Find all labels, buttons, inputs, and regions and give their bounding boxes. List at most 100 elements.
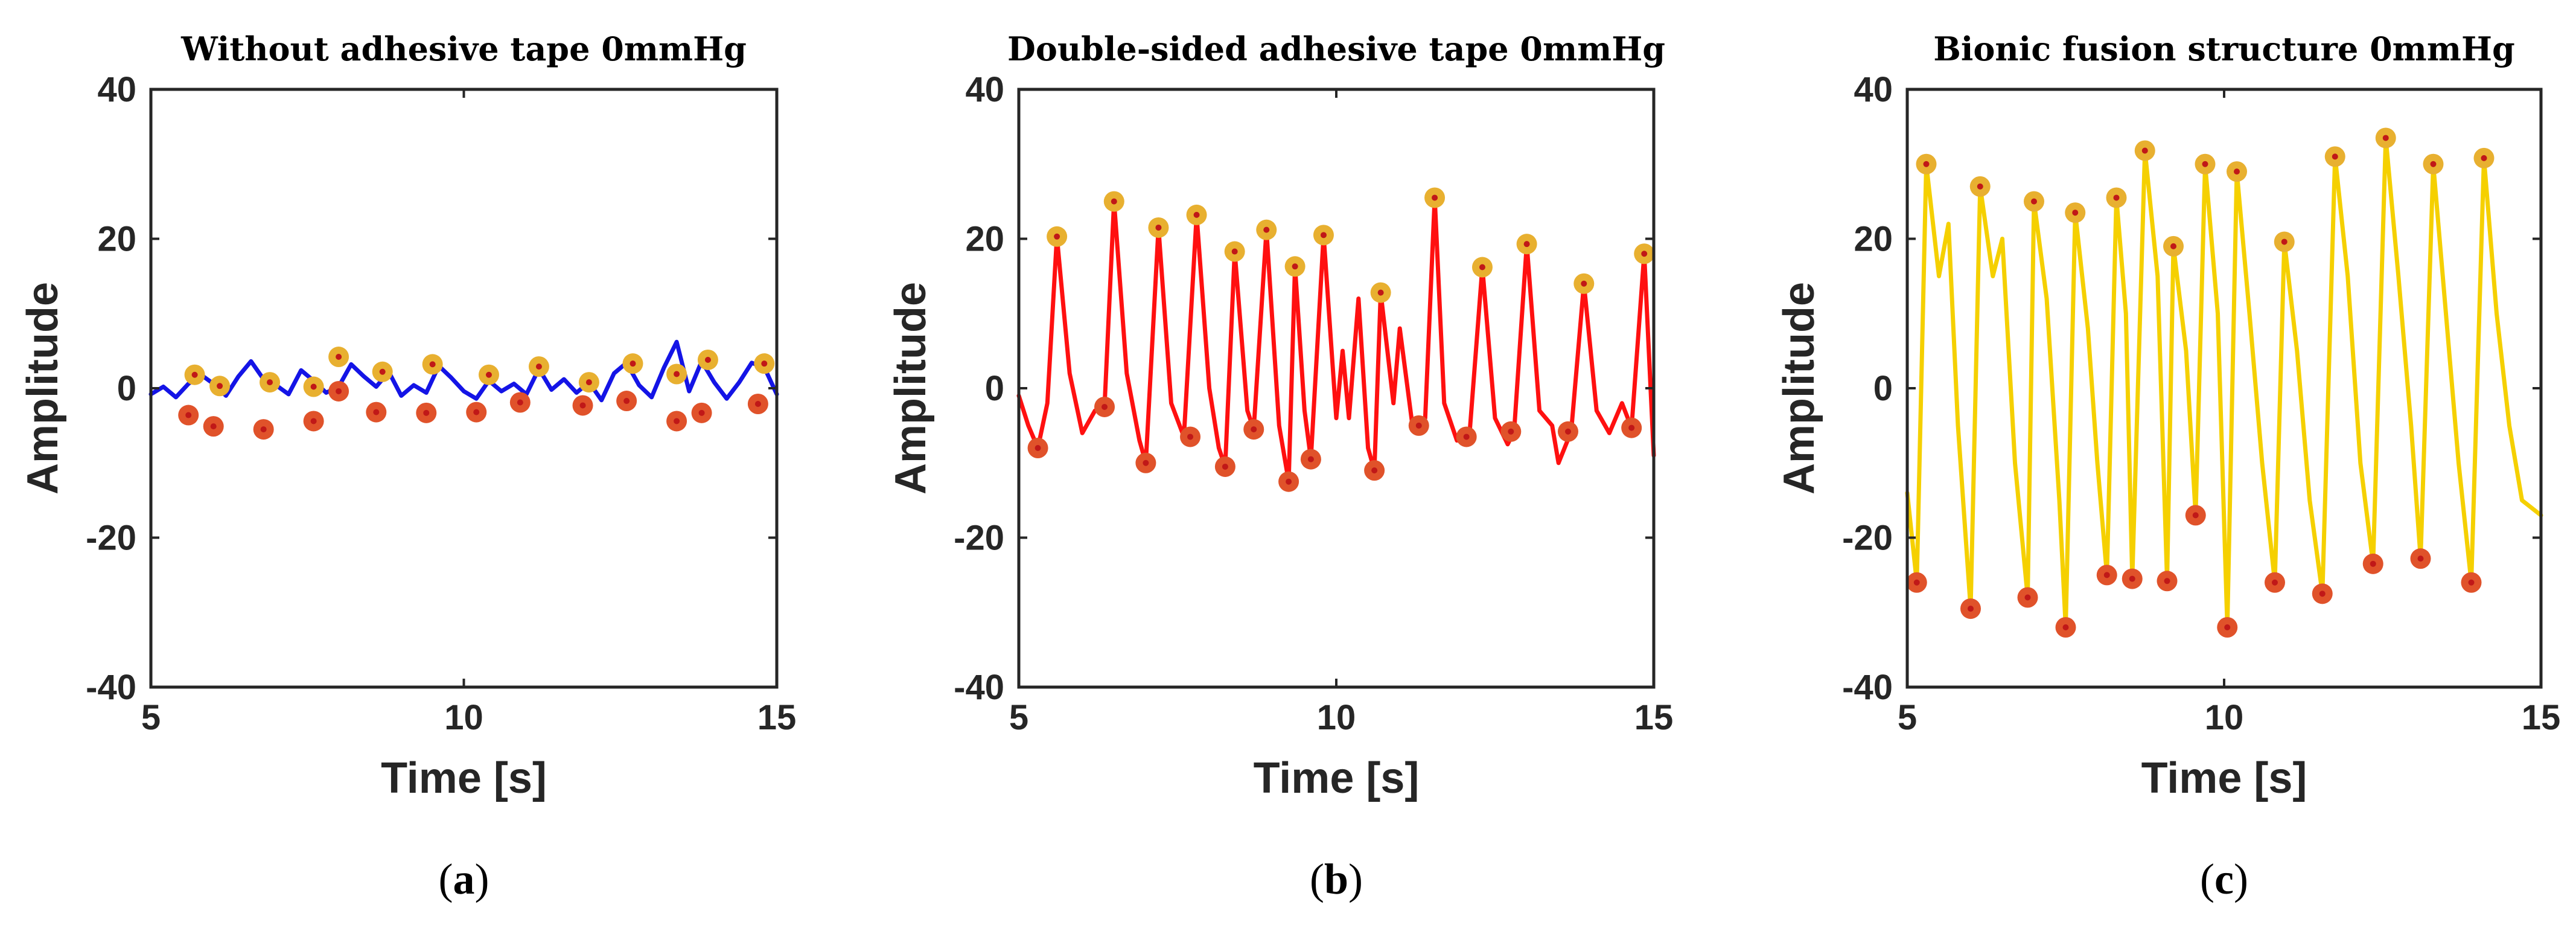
- peak-marker: [372, 361, 393, 382]
- peak-marker-dot: [1923, 161, 1930, 167]
- x-tick-label: 10: [2205, 698, 2244, 737]
- peak-marker-dot: [485, 371, 492, 378]
- caption-letter: b: [1324, 855, 1348, 903]
- peak-marker-dot: [761, 360, 768, 367]
- trough-marker-dot: [1463, 434, 1470, 440]
- caption-close-paren: ): [1348, 855, 1363, 903]
- peak-marker-dot: [2430, 161, 2437, 167]
- caption-letter: a: [453, 855, 475, 903]
- trough-marker: [2017, 587, 2038, 608]
- y-tick-label: 20: [1854, 220, 1893, 259]
- trough-marker: [1906, 572, 1927, 593]
- peak-marker: [478, 364, 499, 385]
- peak-marker-dot: [535, 363, 542, 370]
- peak-marker-dot: [2202, 161, 2208, 167]
- y-tick-label: -40: [86, 668, 136, 707]
- peak-marker-dot: [191, 371, 198, 378]
- trough-marker: [2055, 617, 2076, 638]
- trough-marker: [616, 391, 637, 412]
- x-tick-label: 5: [1898, 698, 1917, 737]
- peak-marker: [1284, 256, 1306, 277]
- peak-marker-dot: [1231, 248, 1238, 255]
- chart-panel-a: Without adhesive tape 0mmHg 40 20 0 -20 -405 1…: [19, 30, 796, 903]
- peak-marker-dot: [2113, 194, 2120, 201]
- trough-marker-dot: [1371, 467, 1378, 474]
- peak-marker: [2106, 187, 2127, 208]
- trough-marker: [366, 402, 387, 423]
- peak-marker-dot: [1479, 264, 1485, 270]
- y-tick-label: -20: [1842, 519, 1893, 558]
- trough-marker-dot: [2062, 624, 2069, 630]
- peak-marker-dot: [704, 356, 711, 363]
- panel-caption: (c): [2200, 855, 2248, 903]
- y-axis-label: Amplitude: [19, 282, 67, 495]
- trough-marker: [466, 402, 487, 423]
- trough-marker-dot: [2164, 578, 2170, 584]
- caption-close-paren: ): [2234, 855, 2248, 903]
- x-tick-label: 5: [1009, 698, 1028, 737]
- trough-marker: [1243, 419, 1264, 440]
- trough-marker: [2461, 572, 2482, 593]
- x-tick-label: 15: [757, 698, 797, 737]
- y-tick-label: 20: [965, 220, 1004, 259]
- peak-marker: [1424, 187, 1446, 208]
- peak-marker-dot: [2481, 155, 2487, 161]
- peak-marker: [1471, 257, 1493, 278]
- trough-marker: [303, 411, 324, 432]
- peak-marker: [578, 372, 599, 393]
- peak-marker-dot: [336, 354, 342, 360]
- trough-marker: [1278, 471, 1299, 492]
- trough-marker: [1408, 415, 1429, 436]
- panel-caption: (a): [439, 855, 489, 903]
- peak-marker: [1047, 226, 1068, 247]
- trough-marker-dot: [260, 426, 267, 433]
- trough-marker: [2096, 565, 2117, 586]
- trough-marker-dot: [1307, 456, 1314, 463]
- y-tick-label: -20: [86, 519, 136, 558]
- peak-marker: [2024, 191, 2044, 212]
- trough-marker: [328, 380, 349, 402]
- peak-marker: [328, 347, 349, 368]
- peak-marker: [1148, 217, 1169, 238]
- trough-marker: [1214, 456, 1235, 477]
- trough-marker-dot: [1564, 428, 1571, 435]
- x-axis-label: Time [s]: [381, 754, 547, 802]
- peak-marker: [2375, 127, 2396, 149]
- peak-marker: [1256, 219, 1277, 240]
- trough-marker-dot: [1968, 606, 1974, 612]
- peak-marker-dot: [585, 379, 592, 386]
- peak-marker: [622, 353, 643, 374]
- trough-marker: [747, 393, 768, 414]
- peak-marker: [1969, 176, 1991, 197]
- trough-marker-dot: [623, 398, 630, 405]
- trough-marker: [1500, 421, 1522, 442]
- trough-marker-dot: [2129, 575, 2135, 582]
- peak-marker-dot: [1054, 233, 1060, 240]
- trough-marker: [2362, 553, 2383, 574]
- peak-marker: [1224, 241, 1245, 262]
- trough-marker-dot: [1143, 459, 1149, 466]
- peak-marker-dot: [310, 383, 317, 390]
- peak-marker-dot: [1155, 224, 1162, 231]
- peak-marker-dot: [1977, 183, 1983, 190]
- x-axis-label: Time [s]: [1254, 754, 1420, 802]
- trough-marker-dot: [1187, 434, 1194, 440]
- peak-marker: [666, 363, 687, 385]
- peak-marker-dot: [1377, 289, 1384, 296]
- trough-marker-dot: [1913, 579, 1920, 586]
- peak-marker-dot: [267, 379, 273, 386]
- chart-title: Bionic fusion structure 0mmHg: [1933, 30, 2514, 68]
- peak-marker-dot: [1320, 232, 1327, 238]
- peak-marker-dot: [1111, 198, 1117, 205]
- y-tick-label: -40: [954, 668, 1004, 707]
- peak-marker: [1370, 282, 1391, 303]
- trough-marker: [2410, 548, 2431, 569]
- peak-marker: [2163, 235, 2184, 257]
- peak-marker: [1634, 243, 1655, 264]
- peak-marker: [422, 354, 443, 375]
- trough-marker-dot: [473, 409, 480, 415]
- peak-marker: [1516, 234, 1537, 255]
- y-tick-label: 0: [985, 369, 1004, 408]
- trough-marker-dot: [336, 388, 342, 394]
- trough-marker: [1094, 396, 1115, 417]
